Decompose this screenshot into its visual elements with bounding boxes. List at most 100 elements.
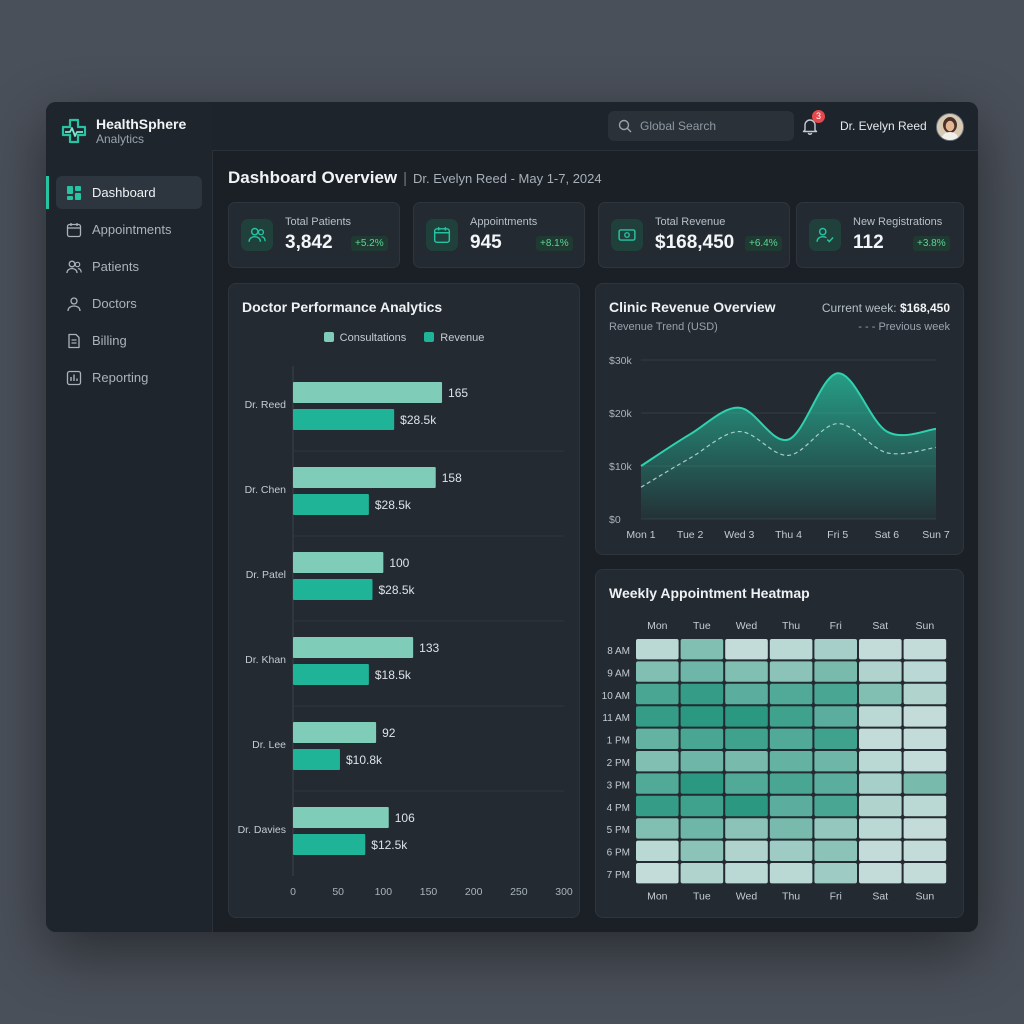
kpi-value: 945 — [470, 232, 502, 253]
legend-label: Revenue — [440, 332, 485, 344]
y-label: 3 PM — [607, 780, 630, 791]
x-tick-label: Thu 4 — [775, 529, 802, 541]
heatmap-cell — [725, 683, 768, 705]
heatmap-cell — [636, 661, 679, 682]
category-label: Dr. Davies — [238, 824, 286, 836]
heatmap-cell — [769, 751, 813, 772]
brand-name: HealthSphere — [96, 116, 187, 132]
heatmap-cell — [725, 818, 768, 839]
main-content: Dashboard Overview | Dr. Evelyn Reed - M… — [212, 150, 978, 932]
heatmap-cell — [903, 795, 947, 817]
sidebar-item-patients[interactable]: Patients — [56, 250, 202, 283]
line-previous-week — [640, 422, 937, 488]
heatmap-cell — [636, 773, 679, 794]
x-tick-label: 200 — [465, 886, 483, 898]
heatmap-cell — [725, 751, 768, 772]
x-tick-label: 150 — [420, 886, 438, 898]
heatmap-cell — [814, 863, 857, 884]
user-name[interactable]: Dr. Evelyn Reed — [840, 119, 927, 133]
y-label: 11 AM — [602, 713, 630, 724]
heatmap-cell — [680, 751, 724, 772]
heatmap-cell — [680, 728, 724, 749]
x-tick-label: 50 — [332, 886, 344, 898]
current-week-label: Current week: — [821, 301, 897, 315]
legend-item-revenue[interactable]: Revenue — [424, 332, 484, 344]
heatmap-cell — [636, 683, 679, 705]
kpi-icon-box — [241, 219, 273, 251]
x-label-top: Tue — [693, 620, 711, 632]
heatmap-cell — [903, 639, 947, 660]
y-label: 8 AM — [607, 646, 630, 657]
y-tick-label: $0 — [609, 514, 621, 526]
x-tick-label: 100 — [375, 886, 393, 898]
user-check-icon — [816, 227, 834, 243]
page-header: Dashboard Overview | Dr. Evelyn Reed - M… — [228, 168, 602, 188]
bar-revenue — [293, 664, 369, 685]
bar-revenue — [293, 409, 395, 430]
y-tick-label: $10k — [609, 461, 633, 473]
x-label-bottom: Thu — [782, 890, 800, 902]
sidebar-item-dashboard[interactable]: Dashboard — [46, 176, 202, 209]
heatmap-cell — [680, 706, 724, 727]
x-tick-label: Sat 6 — [875, 529, 900, 541]
y-label: 5 PM — [607, 825, 630, 836]
heatmap-cell — [680, 683, 724, 705]
heatmap-cell — [814, 728, 857, 749]
heatmap-cell — [680, 818, 724, 839]
bell-icon[interactable] — [800, 116, 820, 136]
sidebar-item-appointments[interactable]: Appointments — [56, 213, 202, 246]
heatmap-cell — [903, 728, 947, 749]
heatmap-cell — [769, 840, 813, 861]
heatmap-cell — [725, 728, 768, 749]
sidebar-item-doctors[interactable]: Doctors — [56, 287, 202, 320]
heatmap-cell — [814, 773, 857, 794]
heatmap-cell — [769, 639, 813, 660]
heatmap-cell — [859, 728, 902, 749]
heatmap-cell — [680, 863, 724, 884]
heatmap-cell — [859, 773, 902, 794]
heatmap-cell — [769, 728, 813, 749]
data-label: $18.5k — [375, 668, 412, 682]
heatmap-cell — [636, 639, 679, 660]
legend-item-consultations[interactable]: Consultations — [323, 332, 406, 344]
x-tick-label: 250 — [510, 886, 528, 898]
x-label-bottom: Mon — [647, 890, 668, 902]
global-search[interactable] — [608, 111, 794, 141]
x-label-bottom: Tue — [693, 890, 711, 902]
sidebar-item-reporting[interactable]: Reporting — [56, 361, 202, 394]
kpi-total-revenue[interactable]: Total Revenue $168,450 +6.4% — [598, 202, 790, 268]
doctor-icon — [67, 296, 81, 311]
x-tick-label: 300 — [555, 886, 573, 898]
bar-consultations — [293, 552, 384, 573]
data-label: $28.5k — [400, 413, 437, 427]
kpi-value: 3,842 — [285, 232, 333, 253]
heatmap-cell — [903, 751, 947, 772]
kpi-total-patients[interactable]: Total Patients 3,842 +5.2% — [228, 202, 400, 268]
app-window: HealthSphere Analytics Dashboard Appoint… — [46, 102, 978, 932]
heatmap-cell — [814, 706, 857, 727]
kpi-delta: +3.8% — [913, 236, 950, 251]
heatmap-cell — [725, 706, 768, 727]
search-input[interactable] — [638, 118, 782, 134]
heatmap-cell — [814, 683, 857, 705]
heatmap-cell — [725, 840, 768, 861]
kpi-delta: +8.1% — [536, 236, 573, 251]
x-label-top: Sat — [872, 620, 888, 632]
sidebar-item-label: Dashboard — [92, 185, 156, 200]
heatmap-cell — [769, 661, 813, 682]
avatar[interactable] — [936, 113, 964, 141]
area-current-week — [641, 373, 936, 519]
y-label: 6 PM — [607, 848, 630, 859]
heatmap-cell — [903, 818, 947, 839]
sidebar-item-billing[interactable]: Billing — [56, 324, 202, 357]
brand[interactable]: HealthSphere Analytics — [60, 116, 186, 146]
heatmap-cell — [769, 818, 813, 839]
kpi-appointments[interactable]: Appointments 945 +8.1% — [413, 202, 585, 268]
heatmap-cell — [859, 818, 902, 839]
x-label-bottom: Fri — [830, 890, 842, 902]
x-label-top: Wed — [736, 620, 758, 632]
logo-icon — [61, 118, 87, 144]
bar-consultations — [293, 722, 377, 743]
users-icon — [66, 260, 82, 273]
kpi-new-registrations[interactable]: New Registrations 112 +3.8% — [796, 202, 964, 268]
